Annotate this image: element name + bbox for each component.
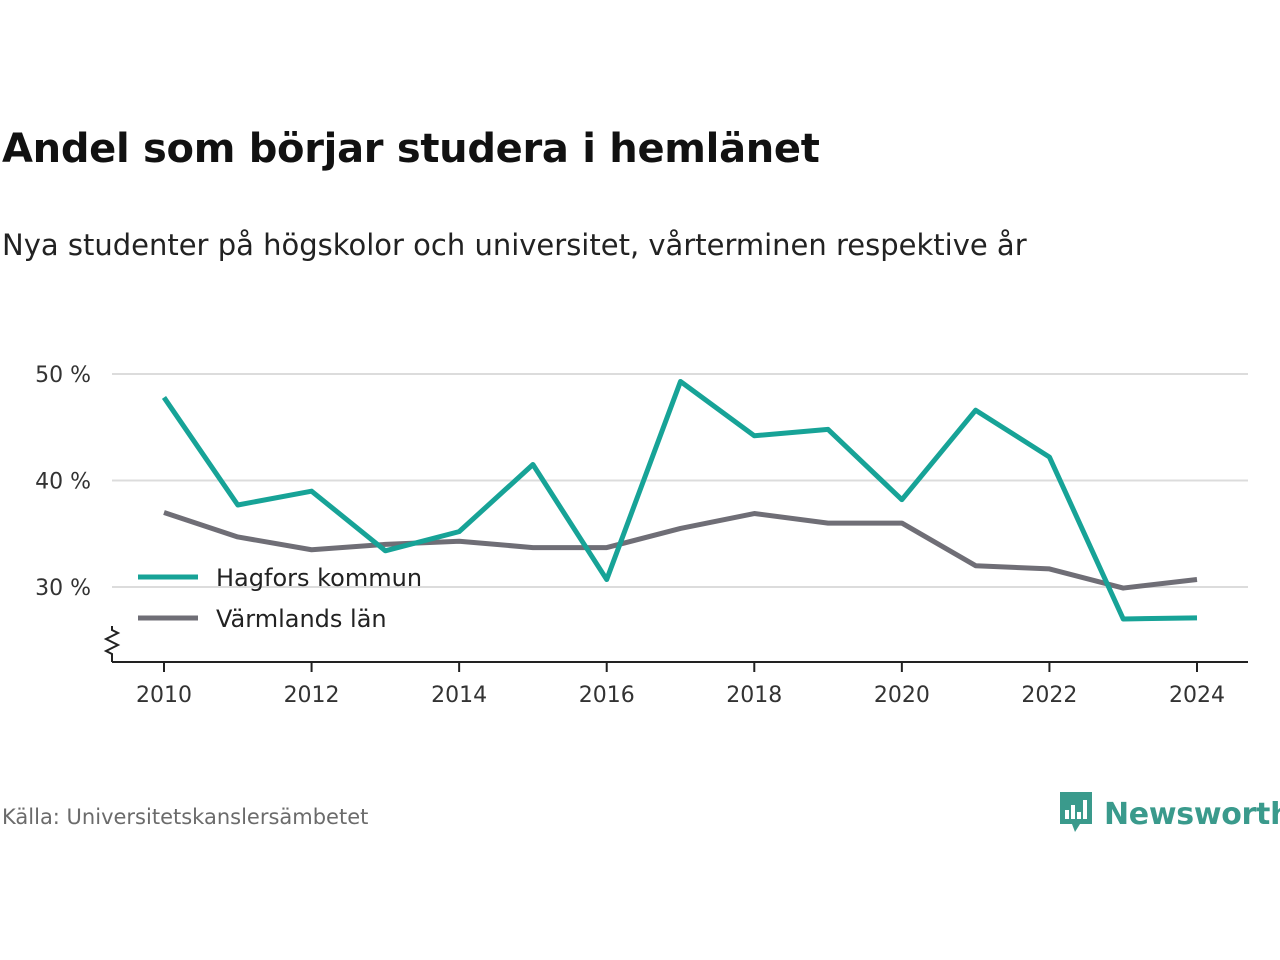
y-tick-label: 30 %: [35, 576, 91, 601]
x-tick-label: 2012: [284, 683, 340, 708]
x-tick-label: 2010: [136, 683, 192, 708]
x-tick-label: 2018: [726, 683, 782, 708]
x-tick-label: 2014: [431, 683, 487, 708]
y-tick-label: 40 %: [35, 470, 91, 495]
series-lines: [161, 378, 1198, 622]
bar-chart-speech-bubble-icon: [1058, 790, 1094, 838]
x-tick-label: 2022: [1021, 683, 1077, 708]
x-axis-tick-labels: 2010 2012 2014 2016 2018 2020 2022 2024: [136, 662, 1225, 708]
newsworthy-logo[interactable]: Newsworthy: [1058, 790, 1280, 838]
x-axis: [103, 626, 1248, 663]
source-note: Källa: Universitetskanslersämbetet: [2, 805, 369, 829]
legend-label: Värmlands län: [216, 605, 387, 633]
gridlines: [112, 373, 1248, 588]
x-tick-label: 2020: [874, 683, 930, 708]
y-axis-break-mark: [103, 626, 121, 662]
chart-subtitle: Nya studenter på högskolor och universit…: [2, 228, 1027, 262]
legend: Hagfors kommun Värmlands län: [138, 564, 422, 633]
x-tick-label: 2016: [579, 683, 635, 708]
chart-title: Andel som börjar studera i hemlänet: [2, 126, 820, 172]
x-tick-label: 2024: [1169, 683, 1225, 708]
legend-label: Hagfors kommun: [216, 564, 422, 592]
brand-name: Newsworthy: [1104, 796, 1280, 832]
y-tick-label: 50 %: [35, 363, 91, 388]
y-axis-tick-labels: 30 % 40 % 50 %: [35, 363, 91, 601]
